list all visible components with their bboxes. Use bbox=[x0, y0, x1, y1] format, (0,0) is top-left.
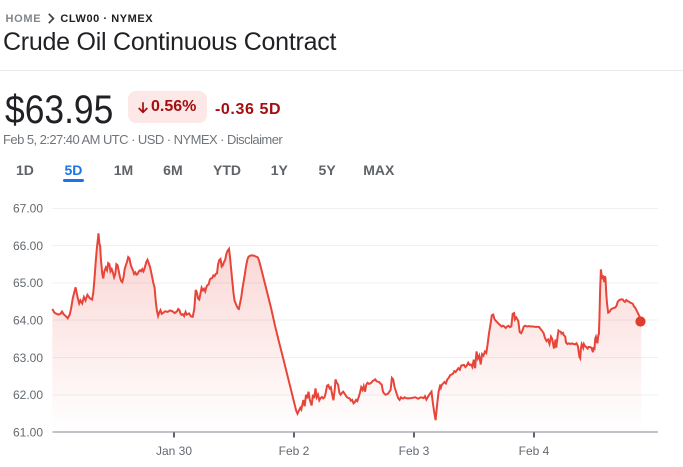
svg-text:64.00: 64.00 bbox=[13, 314, 43, 328]
svg-text:62.00: 62.00 bbox=[13, 388, 43, 402]
svg-text:Feb 3: Feb 3 bbox=[399, 444, 430, 458]
svg-text:Feb 4: Feb 4 bbox=[519, 444, 550, 458]
svg-text:67.00: 67.00 bbox=[13, 202, 43, 216]
svg-text:Jan 30: Jan 30 bbox=[156, 444, 192, 458]
svg-text:61.00: 61.00 bbox=[13, 425, 43, 439]
svg-text:63.00: 63.00 bbox=[13, 351, 43, 365]
svg-text:66.00: 66.00 bbox=[13, 239, 43, 253]
svg-text:65.00: 65.00 bbox=[13, 276, 43, 290]
svg-text:Feb 2: Feb 2 bbox=[279, 444, 310, 458]
